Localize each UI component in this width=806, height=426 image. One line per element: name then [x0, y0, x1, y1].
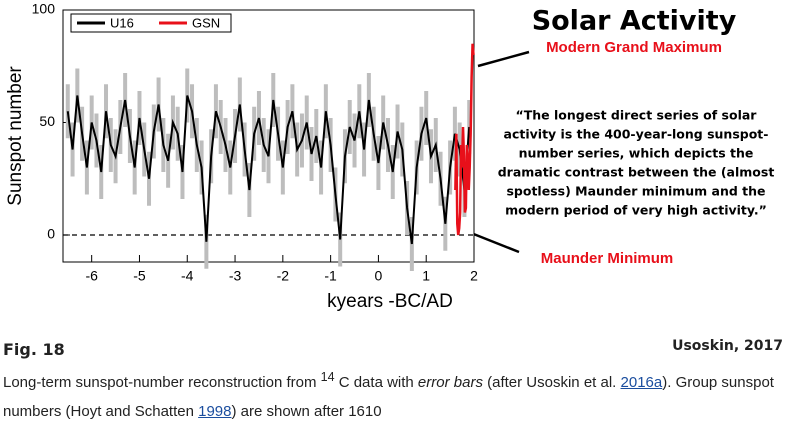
annotation: Modern Grand Maximum: [546, 39, 722, 56]
caption-text: (after Usoskin et al.: [482, 374, 621, 391]
series-line: [454, 43, 475, 236]
x-tick-label: 2: [470, 268, 478, 284]
legend-label: U16: [110, 15, 134, 30]
figure-label: Fig. 18: [3, 340, 65, 359]
superscript: 14: [320, 370, 335, 384]
y-tick-label: 0: [47, 226, 55, 242]
caption: Fig. 18 Usoskin, 2017 Long-term sunspot-…: [3, 338, 803, 426]
y-axis-label: Sunspot number: [5, 66, 26, 206]
caption-text: C data with: [334, 374, 418, 391]
quote-line: spotless) Maunder minimum and the: [506, 184, 765, 199]
x-tick-label: -2: [277, 268, 290, 284]
chart-title: Solar Activity: [532, 6, 737, 37]
x-tick-label: -6: [85, 268, 98, 284]
x-tick-label: -3: [229, 268, 242, 284]
quote-line: modern period of very high activity.”: [505, 203, 767, 218]
quote-line: activity is the 400-year-long sunspot-: [504, 127, 769, 142]
annotation-arrow: [465, 229, 520, 254]
annotation-arrow: [477, 50, 530, 68]
quote-line: “The longest direct series of solar: [516, 108, 758, 123]
quote-line: number series, which depicts the: [519, 146, 754, 161]
caption-text: Long-term sunspot-number reconstruction …: [3, 363, 803, 426]
reference-link[interactable]: 1998: [198, 403, 232, 420]
caption-italic: error bars: [417, 374, 483, 391]
caption-text: ). Group sunspot numbers (Hoyt and Schat…: [3, 374, 774, 420]
x-tick-label: 0: [375, 268, 383, 284]
quote: “The longest direct series of solar activ…: [498, 108, 775, 218]
quote-line: dramatic contrast between the (almost: [498, 165, 775, 180]
x-tick-label: -1: [324, 268, 337, 284]
annotation: Maunder Minimum: [541, 250, 674, 267]
chart: Solar Activity Modern Grand Maximum Maun…: [5, 1, 775, 312]
caption-text: ) are shown after 1610: [231, 403, 382, 420]
x-tick-label: -4: [181, 268, 194, 284]
x-axis-label: kyears -BC/AD: [327, 291, 453, 312]
x-tick-label: -5: [133, 268, 146, 284]
reference-link[interactable]: 2016a: [620, 374, 663, 391]
y-tick-label: 100: [32, 1, 56, 17]
x-tick-label: 1: [422, 268, 430, 284]
legend-label: GSN: [192, 15, 220, 30]
credit: Usoskin, 2017: [672, 338, 783, 354]
y-tick-label: 50: [39, 113, 55, 129]
legend-box: [70, 13, 232, 33]
series-line: [66, 95, 471, 245]
caption-text: Long-term sunspot-number reconstruction …: [3, 374, 321, 391]
